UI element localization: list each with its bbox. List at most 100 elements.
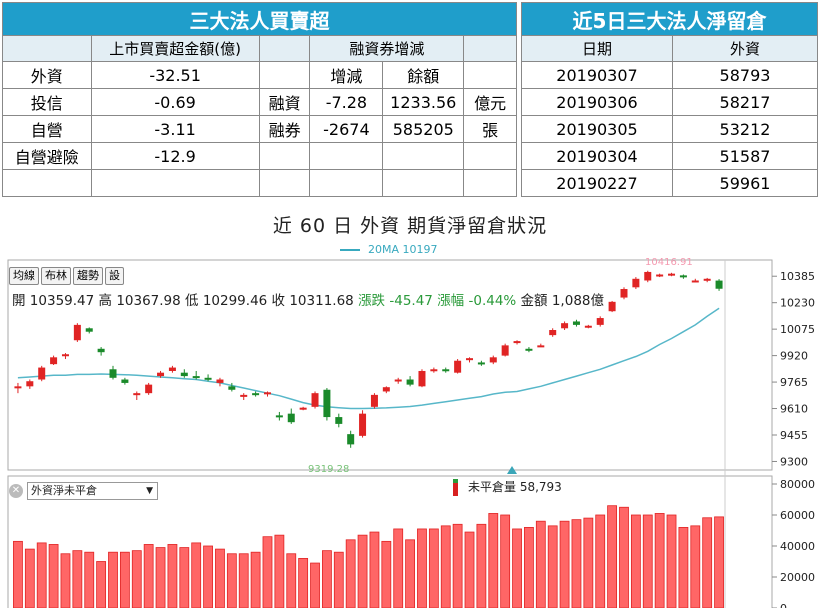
oi-bar bbox=[72, 550, 83, 608]
oi-bar bbox=[179, 547, 190, 608]
oi-bar bbox=[476, 523, 487, 608]
candle-body bbox=[347, 434, 355, 445]
row-value: -3.11 bbox=[90, 115, 260, 143]
close-icon[interactable]: ✕ bbox=[9, 484, 23, 498]
oi-bar bbox=[131, 550, 142, 608]
price-panel-frame bbox=[7, 259, 773, 471]
oi-bar bbox=[24, 548, 35, 608]
amount-label: 金額 bbox=[520, 293, 548, 309]
oi-bar bbox=[547, 525, 558, 608]
open-value: 10359.47 bbox=[29, 293, 95, 309]
candle-body bbox=[691, 280, 699, 283]
candle-body bbox=[323, 389, 331, 418]
oi-bar bbox=[155, 547, 166, 608]
oi-bar bbox=[96, 561, 107, 608]
candle-body bbox=[537, 345, 545, 348]
margin-label: 融資 bbox=[258, 88, 311, 116]
oi-bar bbox=[369, 531, 380, 608]
oi-tick-label: 40000 bbox=[780, 540, 815, 553]
table2-title: 近5日三大法人淨留倉 bbox=[521, 2, 818, 36]
candle-body bbox=[418, 370, 426, 387]
candle-body bbox=[73, 324, 81, 341]
candle-body bbox=[703, 278, 711, 281]
oi-bar bbox=[417, 528, 427, 608]
candle-body bbox=[192, 376, 200, 379]
candle-body bbox=[97, 348, 105, 353]
toolbar-settings-button[interactable]: 設 bbox=[105, 267, 124, 285]
date-cell: 20190304 bbox=[521, 142, 673, 170]
oi-bar bbox=[381, 540, 392, 608]
candle-body bbox=[454, 360, 462, 373]
toolbar-trend-button[interactable]: 趨勢 bbox=[73, 267, 103, 285]
value-cell: 59961 bbox=[672, 169, 818, 197]
row-value: -0.69 bbox=[90, 88, 260, 116]
row-value: -12.9 bbox=[90, 142, 260, 170]
candle-body bbox=[406, 379, 414, 385]
candle-body bbox=[513, 341, 521, 344]
open-label: 開 bbox=[12, 293, 26, 309]
oi-bar bbox=[215, 548, 225, 608]
date-cell: 20190306 bbox=[521, 88, 673, 116]
oi-bar bbox=[333, 551, 344, 608]
candle-body bbox=[632, 278, 640, 288]
margin-balance: 585205 bbox=[382, 115, 465, 143]
ma-line-swatch bbox=[340, 249, 360, 251]
ma-legend: 20MA 10197 bbox=[340, 243, 438, 256]
ma-legend-label: 20MA 10197 bbox=[368, 243, 438, 256]
margin-change: -2674 bbox=[309, 115, 384, 143]
oi-bar bbox=[274, 534, 285, 608]
oi-tick-label: 0 bbox=[780, 602, 787, 608]
candle-body bbox=[145, 384, 153, 394]
price-tick-label: 10075 bbox=[780, 323, 815, 336]
oi-bar bbox=[428, 528, 439, 608]
toolbar-ma-button[interactable]: 均線 bbox=[9, 267, 39, 285]
oi-bar bbox=[298, 557, 309, 608]
candle-body bbox=[14, 386, 22, 389]
row-name: 自營避險 bbox=[2, 142, 92, 170]
oi-bar bbox=[630, 514, 641, 608]
candle-body bbox=[382, 387, 390, 392]
price-tick-label: 9765 bbox=[780, 376, 808, 389]
candle-body bbox=[240, 394, 248, 397]
change-label: 漲跌 bbox=[358, 293, 386, 309]
bar-legend-icon bbox=[453, 479, 458, 496]
oi-bar bbox=[393, 528, 404, 608]
margin-label: 融券 bbox=[258, 115, 311, 143]
chevron-down-icon: ▼ bbox=[146, 486, 153, 496]
candle-body bbox=[561, 323, 569, 329]
oi-bar bbox=[13, 540, 23, 608]
date-cell: 20190227 bbox=[521, 169, 673, 197]
candle-body bbox=[644, 271, 652, 281]
oi-bar bbox=[191, 542, 202, 608]
toolbar-bollinger-button[interactable]: 布林 bbox=[41, 267, 71, 285]
oi-tick-label: 20000 bbox=[780, 571, 815, 584]
candle-body bbox=[204, 377, 212, 380]
candle-body bbox=[394, 379, 402, 382]
change-value: -45.47 bbox=[389, 293, 433, 309]
margin-change-header: 融資券增減 bbox=[309, 35, 465, 62]
candle-body bbox=[359, 413, 367, 436]
margin-unit: 張 bbox=[463, 115, 517, 143]
oi-bar bbox=[488, 513, 499, 608]
oi-bar bbox=[464, 531, 475, 608]
ohlc-readout: 開 10359.47 高 10367.98 低 10299.46 收 10311… bbox=[12, 289, 604, 309]
indicator-dropdown-value: 外資淨未平倉 bbox=[31, 484, 97, 497]
oi-bar bbox=[84, 551, 95, 608]
price-tick-label: 10230 bbox=[780, 297, 815, 310]
oi-bar bbox=[286, 553, 297, 608]
oi-bar bbox=[607, 505, 618, 608]
chart-section-title: 近 60 日 外資 期貨淨留倉狀況 bbox=[272, 215, 548, 237]
open-interest-legend: 未平倉量 58,793 bbox=[453, 478, 562, 496]
oi-bar bbox=[512, 528, 522, 608]
candle-body bbox=[442, 369, 450, 372]
pct-label: 漲幅 bbox=[437, 293, 465, 309]
oi-bar bbox=[666, 514, 677, 608]
row-value: -32.51 bbox=[90, 61, 260, 89]
candle-body bbox=[26, 381, 34, 387]
candle-body bbox=[549, 330, 557, 336]
indicator-dropdown[interactable]: 外資淨未平倉 ▼ bbox=[27, 482, 158, 500]
five-day-net-position-table: 近5日三大法人淨留倉 日期 外資 20190307 58793 20190306 5… bbox=[521, 2, 818, 197]
close-value: 10311.68 bbox=[289, 293, 354, 309]
pct-value: -0.44% bbox=[468, 293, 517, 309]
low-label: 低 bbox=[185, 293, 199, 309]
